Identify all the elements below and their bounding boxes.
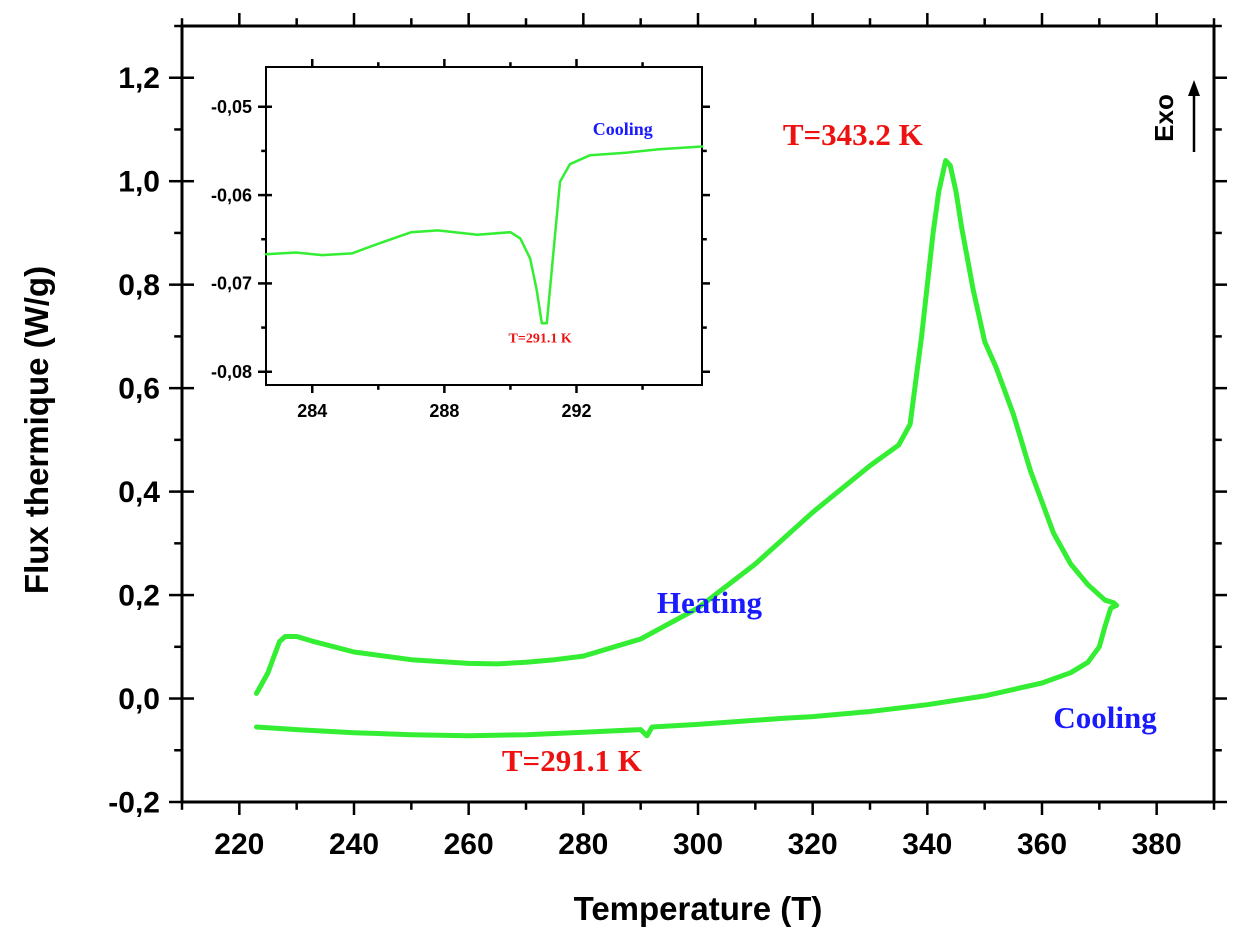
main-series-line-1 [254,602,1119,739]
main-x-tick-label: 360 [1017,828,1067,861]
exo-marker: Exo [1149,80,1200,152]
inset-y-tick-label: -0,07 [211,274,252,294]
inset-background [266,67,702,385]
main-y-tick-label: 0,6 [118,373,160,406]
main-y-tick-label: -0,2 [108,787,160,820]
inset-series [264,145,704,325]
exo-label: Exo [1149,94,1179,142]
main-x-tick-label: 280 [558,828,608,861]
main-x-tick-label: 260 [444,828,494,861]
inset-x-tick-label: 292 [561,401,591,421]
main-x-tick-label: 320 [788,828,838,861]
main-x-tick-label: 380 [1132,828,1182,861]
main-x-tick-label: 340 [902,828,952,861]
inset-y-tick-label: -0,05 [211,97,252,117]
inset-annotations: Cooling T=291.1 K [509,119,653,347]
y-axis-title: Flux thermique (W/g) [18,266,55,594]
main-annotation-2: Cooling [1053,700,1157,735]
main-ticks [169,13,1227,815]
main-annotation-1: T=343.2 K [783,117,923,152]
main-y-tick-label: 1,0 [118,166,160,199]
main-annotations: Heating T=343.2 K Cooling T=291.1 K [502,117,1157,778]
inset-annotation-1: T=291.1 K [509,332,572,347]
main-x-tick-label: 240 [329,828,379,861]
main-annotation-3: T=291.1 K [502,743,642,778]
main-tick-labels: 220 240 260 280 300 320 340 360 380 -0,2 0,0 0,2 0,4… [108,62,1181,861]
exo-arrow-icon [1188,80,1200,96]
main-x-tick-label: 300 [673,828,723,861]
inset-ticks [258,59,710,393]
inset-plot: 284 288 292 -0,05 -0,06 -0,07 -0,08 Cooling T=2… [211,59,710,421]
inset-series-line-0 [264,145,704,325]
main-plot: 220 240 260 280 300 320 340 360 380 -0,2 0,0 0,2 0,4… [108,13,1227,861]
inset-plot-frame [265,66,703,386]
main-y-tick-label: 0,0 [118,683,160,716]
main-y-tick-label: 0,4 [118,476,160,509]
inset-annotation-0: Cooling [593,119,653,139]
main-series [254,158,1119,739]
main-x-tick-label: 220 [214,828,264,861]
inset-x-tick-label: 284 [297,401,327,421]
main-y-tick-label: 1,2 [118,62,160,95]
inset-y-tick-label: -0,06 [211,185,252,205]
main-y-tick-label: 0,8 [118,269,160,302]
x-axis-title: Temperature (T) [574,890,823,927]
inset-y-tick-label: -0,08 [211,362,252,382]
inset-tick-labels: 284 288 292 -0,05 -0,06 -0,07 -0,08 [211,97,592,421]
inset-x-tick-label: 288 [429,401,459,421]
main-series-line-0 [254,158,1119,696]
main-y-tick-label: 0,2 [118,580,160,613]
main-annotation-0: Heating [657,585,763,620]
